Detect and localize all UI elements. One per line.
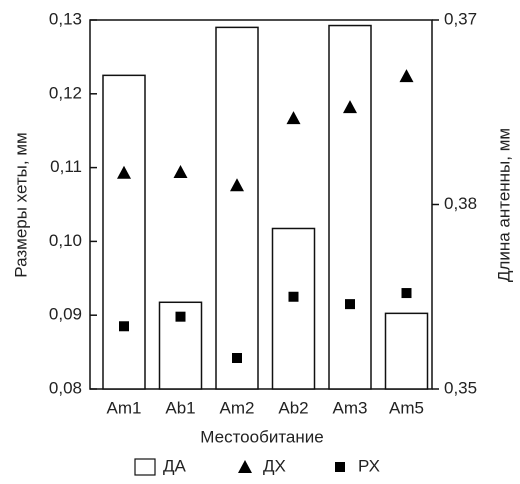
square-marker [288, 291, 299, 302]
legend-swatch [335, 462, 345, 472]
legend-label: РХ [358, 456, 380, 475]
x-tick-label: Ab1 [165, 398, 195, 417]
bar [102, 74, 146, 390]
y-axis-title: Размеры хеты, мм [11, 132, 30, 277]
legend-swatch [238, 460, 252, 473]
x-tick-label: Ab2 [278, 398, 308, 417]
y-tick-label: 0,08 [49, 378, 82, 397]
x-tick-label: Am1 [107, 398, 142, 417]
legend-label: ДА [163, 456, 187, 475]
bar [384, 312, 429, 390]
square-marker [401, 288, 412, 299]
y-tick-label: 0,10 [49, 231, 82, 250]
x-axis-title: Местообитание [200, 427, 323, 446]
triangle-marker [343, 100, 357, 114]
y-tick-label: 0,11 [50, 157, 82, 176]
x-tick-label: Am2 [220, 398, 255, 417]
bar [215, 26, 259, 390]
triangle-marker [230, 178, 244, 192]
square-marker [175, 311, 186, 322]
square-marker [119, 321, 129, 332]
legend-swatch [134, 458, 156, 476]
x-tick-label: Am3 [333, 398, 368, 417]
triangle-marker [286, 111, 301, 125]
triangle-marker [399, 69, 414, 83]
y2-axis-title: Длина антенны, мм [494, 128, 513, 282]
y2-tick-label: 0,37 [444, 9, 477, 28]
triangle-marker [173, 165, 188, 179]
bar [328, 24, 372, 390]
square-marker [232, 353, 242, 364]
y-tick-label: 0,13 [49, 9, 82, 28]
y2-tick-label: 0,35 [444, 378, 477, 397]
square-marker [345, 299, 355, 310]
triangle-marker [117, 165, 131, 179]
x-tick-label: Am5 [389, 398, 424, 417]
legend-label: ДХ [263, 456, 286, 475]
y-tick-label: 0,12 [49, 83, 82, 102]
y-tick-label: 0,09 [49, 305, 82, 324]
bar [271, 227, 316, 390]
y2-tick-label: 0,38 [444, 194, 477, 213]
